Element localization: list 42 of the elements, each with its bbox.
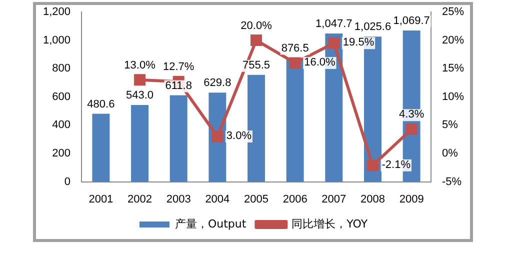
y2-tick-label: 0% (442, 148, 458, 160)
y-tick-label: 800 (52, 62, 71, 75)
x-tick-label: 2006 (282, 193, 308, 206)
data-label: 1,025.6 (354, 21, 392, 34)
data-label: 3.0% (226, 130, 252, 142)
y-tick-label: 400 (52, 119, 71, 132)
y-tick-label: 1,000 (42, 34, 71, 46)
data-label: 12.7% (163, 61, 194, 74)
y-tick-label: 600 (52, 90, 71, 103)
x-tick-label: 2002 (128, 193, 152, 206)
data-label: 611.8 (165, 80, 192, 92)
data-label: 876.5 (281, 42, 309, 54)
y2-tick-label: -5% (442, 176, 462, 188)
data-label: -2.1% (382, 158, 411, 171)
y-tick-label: 0 (64, 176, 71, 188)
x-tick-label: 2007 (322, 193, 346, 206)
data-label: 19.5% (342, 36, 374, 49)
x-tick-label: 2008 (360, 193, 385, 206)
data-label: 1,069.7 (393, 14, 430, 27)
y-tick-label: 1,200 (42, 6, 71, 18)
x-tick-label: 2005 (244, 193, 268, 206)
data-label: 543.0 (126, 89, 154, 102)
legend-label: 同比增长，YOY (292, 217, 368, 230)
data-label: 480.6 (87, 98, 115, 110)
y2-tick-label: 5% (442, 119, 458, 132)
data-label: 4.3% (399, 108, 424, 121)
data-label: 16.0% (304, 56, 336, 68)
data-label: 629.8 (204, 77, 232, 90)
y2-tick-label: 10% (442, 90, 464, 103)
legend-label: 产量，Output (174, 217, 247, 230)
data-label: 755.5 (242, 59, 270, 72)
data-label: 13.0% (124, 59, 156, 72)
x-tick-label: 2003 (166, 193, 191, 206)
data-label: 1,047.7 (316, 18, 352, 30)
y2-tick-label: 20% (442, 34, 464, 46)
y2-tick-label: 15% (442, 62, 464, 75)
y-tick-label: 200 (52, 148, 71, 160)
x-tick-label: 2009 (399, 193, 424, 206)
x-tick-label: 2004 (205, 193, 230, 206)
x-tick-label: 2001 (88, 193, 114, 206)
data-label: 20.0% (240, 20, 272, 32)
y2-tick-label: 25% (442, 6, 464, 18)
